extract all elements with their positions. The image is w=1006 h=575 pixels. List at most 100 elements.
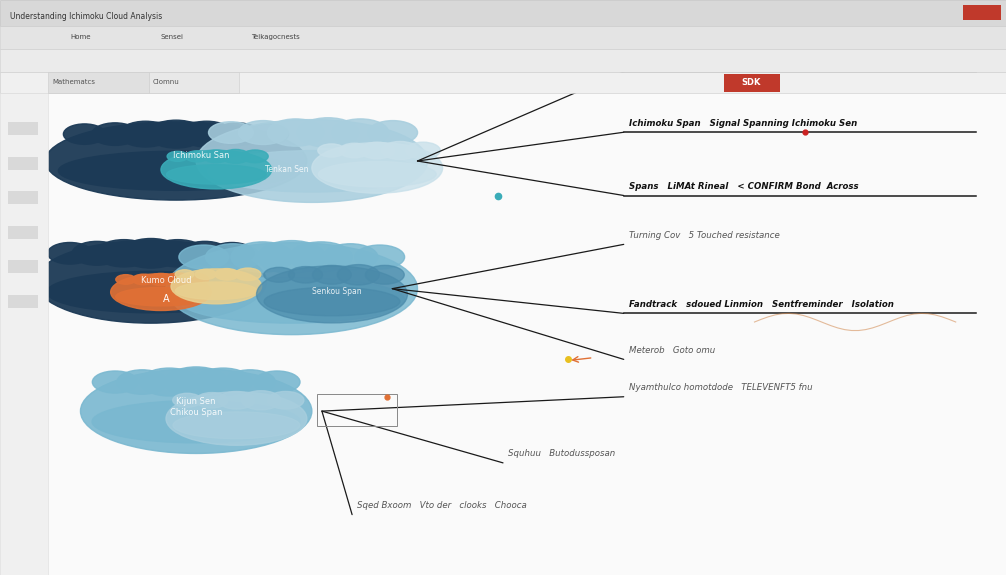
Ellipse shape	[225, 370, 276, 394]
Ellipse shape	[268, 392, 304, 409]
Text: Sensei: Sensei	[161, 34, 184, 40]
Ellipse shape	[92, 123, 139, 145]
Ellipse shape	[312, 143, 443, 193]
Ellipse shape	[133, 274, 154, 285]
Ellipse shape	[195, 269, 216, 279]
Ellipse shape	[196, 120, 428, 202]
Ellipse shape	[268, 119, 324, 146]
FancyBboxPatch shape	[0, 72, 1006, 93]
Text: Clomnu: Clomnu	[153, 79, 180, 85]
Ellipse shape	[368, 121, 417, 144]
Text: Kijun Sen
Chikou Span: Kijun Sen Chikou Span	[170, 397, 222, 417]
Ellipse shape	[35, 240, 267, 323]
Ellipse shape	[166, 165, 266, 184]
Ellipse shape	[116, 288, 206, 306]
Ellipse shape	[337, 264, 379, 285]
Ellipse shape	[173, 393, 201, 407]
Ellipse shape	[365, 266, 404, 284]
Text: Meterob   Goto omu: Meterob Goto omu	[629, 346, 715, 355]
Ellipse shape	[318, 162, 436, 187]
Ellipse shape	[255, 371, 300, 393]
FancyBboxPatch shape	[963, 5, 1001, 20]
Ellipse shape	[381, 141, 418, 159]
FancyBboxPatch shape	[48, 93, 1006, 575]
Ellipse shape	[184, 273, 208, 286]
Ellipse shape	[203, 150, 229, 163]
Text: A: A	[163, 294, 169, 304]
Ellipse shape	[332, 119, 388, 146]
Ellipse shape	[171, 269, 262, 304]
Ellipse shape	[63, 124, 106, 144]
Ellipse shape	[96, 240, 152, 267]
Text: Home: Home	[70, 34, 91, 40]
Text: Nyamthulco homotdode   TELEVENFT5 fnu: Nyamthulco homotdode TELEVENFT5 fnu	[629, 383, 813, 392]
Text: Senkou Span: Senkou Span	[312, 287, 362, 296]
Ellipse shape	[47, 243, 93, 264]
Ellipse shape	[209, 243, 255, 264]
FancyBboxPatch shape	[149, 72, 239, 93]
Ellipse shape	[235, 268, 261, 281]
Ellipse shape	[196, 393, 227, 408]
Ellipse shape	[205, 244, 261, 270]
Ellipse shape	[264, 288, 399, 316]
Text: Spans   LiMAt Rineal   < CONFIRM Bond  Across: Spans LiMAt Rineal < CONFIRM Bond Across	[629, 182, 858, 191]
FancyBboxPatch shape	[0, 0, 1006, 26]
Text: SDK: SDK	[741, 78, 762, 87]
Ellipse shape	[173, 412, 300, 439]
Ellipse shape	[46, 271, 256, 313]
FancyBboxPatch shape	[8, 295, 38, 308]
FancyBboxPatch shape	[8, 260, 38, 273]
Ellipse shape	[264, 267, 295, 282]
Ellipse shape	[166, 392, 307, 445]
Ellipse shape	[241, 150, 269, 163]
Ellipse shape	[405, 142, 441, 159]
Ellipse shape	[323, 244, 378, 270]
Ellipse shape	[179, 245, 228, 269]
Ellipse shape	[58, 151, 294, 190]
Ellipse shape	[149, 273, 173, 286]
Ellipse shape	[165, 367, 227, 397]
FancyBboxPatch shape	[8, 191, 38, 204]
Ellipse shape	[180, 242, 229, 265]
FancyBboxPatch shape	[48, 72, 149, 93]
Text: Squhuu   Butodussposan: Squhuu Butodussposan	[508, 449, 616, 458]
Text: Span direction Ago Pro Ichimoku: Span direction Ago Pro Ichimoku	[629, 58, 788, 67]
Ellipse shape	[289, 267, 323, 283]
Text: Tenkan Sen: Tenkan Sen	[265, 165, 309, 174]
Ellipse shape	[258, 240, 326, 274]
Ellipse shape	[185, 151, 208, 162]
Text: Kumo Cloud: Kumo Cloud	[141, 276, 191, 285]
Ellipse shape	[93, 371, 138, 393]
Ellipse shape	[194, 368, 253, 396]
Ellipse shape	[45, 122, 307, 200]
Text: Fandtrack   sdoued Linmion   Sentfreminder   Isolation: Fandtrack sdoued Linmion Sentfreminder I…	[629, 300, 893, 309]
Ellipse shape	[241, 391, 281, 410]
FancyBboxPatch shape	[0, 93, 48, 575]
Ellipse shape	[313, 266, 351, 284]
Ellipse shape	[116, 275, 136, 284]
Ellipse shape	[121, 239, 181, 268]
Text: Ichimoku Span   Signal Spanning Ichimoku Sen: Ichimoku Span Signal Spanning Ichimoku S…	[629, 118, 857, 128]
FancyBboxPatch shape	[8, 157, 38, 170]
Ellipse shape	[178, 277, 404, 323]
Ellipse shape	[238, 121, 288, 144]
Ellipse shape	[119, 121, 172, 147]
Ellipse shape	[166, 243, 417, 335]
Ellipse shape	[175, 282, 258, 300]
Text: Ichimoku San: Ichimoku San	[173, 151, 229, 160]
Ellipse shape	[257, 266, 407, 323]
Text: Turning Cov   5 Touched resistance: Turning Cov 5 Touched resistance	[629, 231, 780, 240]
Ellipse shape	[215, 269, 238, 280]
Ellipse shape	[213, 123, 261, 145]
Ellipse shape	[298, 118, 359, 147]
Ellipse shape	[221, 150, 249, 163]
Ellipse shape	[218, 392, 255, 409]
Ellipse shape	[165, 273, 192, 286]
Ellipse shape	[72, 242, 122, 265]
Ellipse shape	[80, 369, 312, 454]
Text: Mathematcs: Mathematcs	[52, 79, 96, 85]
Ellipse shape	[117, 370, 167, 394]
FancyBboxPatch shape	[8, 226, 38, 239]
Ellipse shape	[231, 242, 294, 272]
Ellipse shape	[246, 124, 289, 144]
